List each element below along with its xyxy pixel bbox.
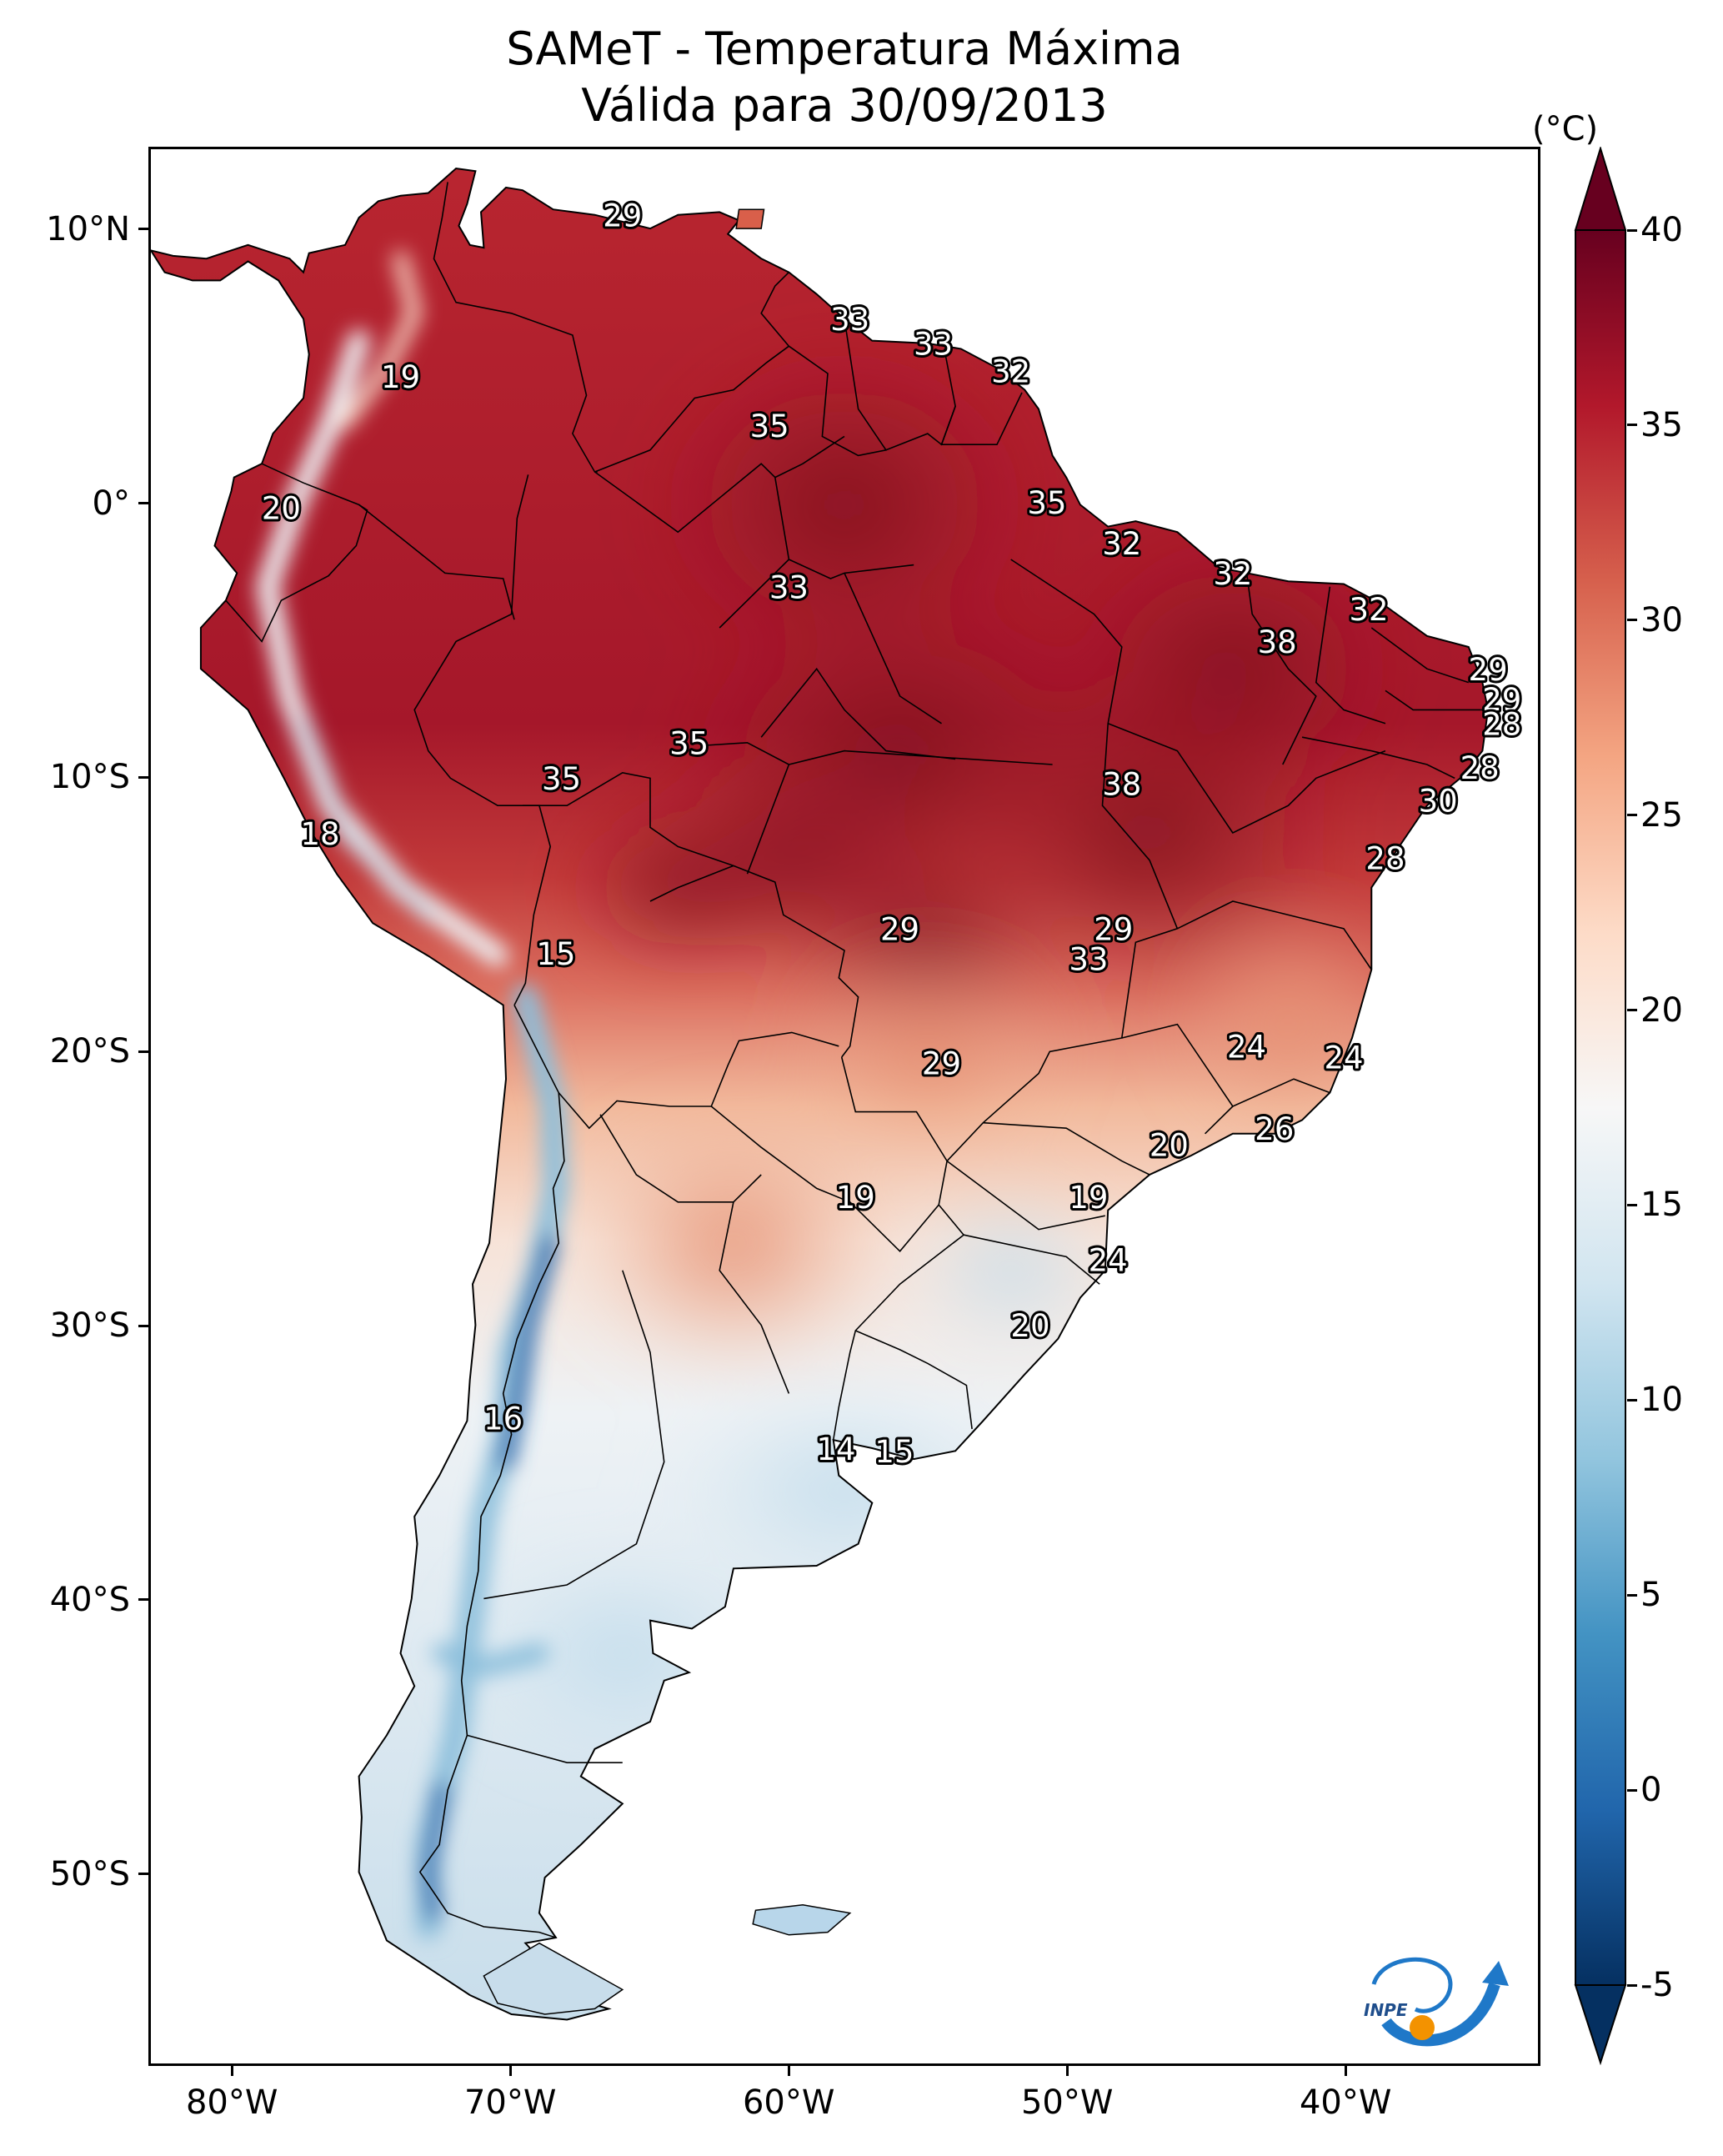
point-label: 33	[830, 302, 869, 338]
point-label: 18	[300, 816, 339, 852]
point-label: 28	[1482, 707, 1521, 743]
x-tick-label: 70°W	[463, 2083, 557, 2122]
islands	[483, 208, 852, 2015]
point-label: 19	[1069, 1180, 1108, 1216]
x-tick	[1065, 2066, 1069, 2076]
map-panel: 29 19 20 33 33 32 35 35 32 32 33 32 38 29 29 28 35 35 38 28…	[148, 147, 1540, 2066]
point-label: 35	[669, 726, 709, 762]
colorbar-tick-label: 0	[1640, 1771, 1662, 1810]
y-tick-label: 40°S	[49, 1580, 130, 1619]
point-label: 28	[1460, 750, 1500, 786]
colorbar-tick	[1627, 1203, 1637, 1206]
point-label: 20	[1010, 1308, 1049, 1344]
point-label: 32	[1213, 556, 1252, 592]
country-borders	[225, 182, 1483, 1938]
y-tick	[138, 502, 148, 504]
colorbar-tick-label: 30	[1640, 600, 1683, 639]
colorbar-tick	[1627, 814, 1637, 817]
colorbar-tick	[1627, 1593, 1637, 1597]
point-label: 20	[1150, 1128, 1189, 1164]
y-tick	[138, 775, 148, 779]
colorbar	[1574, 147, 1627, 2066]
y-tick	[138, 1873, 148, 1876]
colorbar-tick-label: 20	[1640, 990, 1683, 1030]
y-tick-label: 30°S	[49, 1306, 130, 1346]
x-tick	[508, 2066, 512, 2076]
point-label: 24	[1089, 1242, 1128, 1278]
point-label: 24	[1324, 1040, 1363, 1076]
y-tick-label: 0°	[92, 484, 130, 523]
point-label: 29	[880, 912, 919, 948]
y-tick-label: 10°N	[46, 209, 130, 248]
colorbar-tick	[1627, 1788, 1637, 1792]
point-label: 19	[381, 359, 420, 395]
point-label: 24	[1227, 1030, 1266, 1065]
point-label: 29	[603, 198, 642, 234]
colorbar-tick	[1627, 619, 1637, 622]
coastline	[151, 167, 1490, 2021]
colorbar-tick-label: -5	[1640, 1966, 1674, 2004]
point-label: 28	[1365, 840, 1405, 876]
x-tick-label: 60°W	[742, 2083, 835, 2122]
x-tick-label: 50°W	[1020, 2083, 1114, 2122]
point-label: 30	[1419, 783, 1458, 819]
point-label: 15	[536, 936, 575, 972]
y-tick-label: 50°S	[49, 1854, 130, 1893]
x-tick	[1344, 2066, 1347, 2076]
colorbar-tick-label: 40	[1640, 211, 1683, 249]
x-tick	[787, 2066, 790, 2076]
map-subtitle: Válida para 30/09/2013	[581, 79, 1108, 132]
point-label: 35	[1027, 485, 1066, 521]
svg-text:INPE: INPE	[1364, 2000, 1408, 2020]
point-label: 33	[914, 327, 953, 363]
colorbar-tick-label: 10	[1640, 1381, 1683, 1420]
y-tick	[138, 1324, 148, 1327]
point-label: 19	[836, 1180, 875, 1216]
point-label: 15	[874, 1434, 914, 1470]
colorbar-tick	[1627, 228, 1637, 232]
point-label: 38	[1102, 767, 1141, 803]
colorbar-tick-label: 15	[1640, 1186, 1683, 1225]
colorbar-tick	[1627, 1009, 1637, 1012]
point-label: 35	[542, 761, 581, 797]
y-tick	[138, 1050, 148, 1053]
colorbar-tick	[1627, 424, 1637, 427]
point-label: 20	[262, 490, 301, 526]
point-label: 29	[922, 1045, 961, 1081]
point-label: 32	[991, 353, 1030, 389]
point-label: 26	[1255, 1111, 1294, 1147]
colorbar-tick-label: 5	[1640, 1576, 1662, 1615]
x-tick	[230, 2066, 233, 2076]
point-label: 33	[1069, 942, 1108, 978]
colorbar-tick	[1627, 1983, 1637, 1987]
colorbar-unit: (°C)	[1532, 110, 1599, 148]
y-tick	[138, 1598, 148, 1602]
x-tick-label: 40°W	[1299, 2083, 1392, 2122]
map-title: SAMeT - Temperatura Máxima	[506, 23, 1183, 75]
point-label: 33	[769, 570, 809, 606]
point-label: 29	[1094, 912, 1133, 948]
point-label: 38	[1258, 624, 1297, 660]
point-label: 29	[1469, 652, 1508, 688]
point-label: 32	[1349, 592, 1388, 628]
point-label: 29	[1482, 682, 1521, 718]
colorbar-tick-label: 25	[1640, 795, 1683, 835]
y-tick	[138, 228, 148, 231]
colorbar-tick	[1627, 1398, 1637, 1401]
point-label: 14	[816, 1431, 855, 1467]
x-tick-label: 80°W	[185, 2083, 278, 2122]
point-label: 16	[483, 1401, 523, 1437]
inpe-logo: INPE	[1364, 1957, 1509, 2047]
y-tick-label: 10°S	[49, 758, 130, 797]
point-label: 35	[750, 409, 789, 444]
point-label: 32	[1102, 526, 1141, 562]
colorbar-tick-label: 35	[1640, 405, 1683, 444]
y-tick-label: 20°S	[49, 1032, 130, 1071]
